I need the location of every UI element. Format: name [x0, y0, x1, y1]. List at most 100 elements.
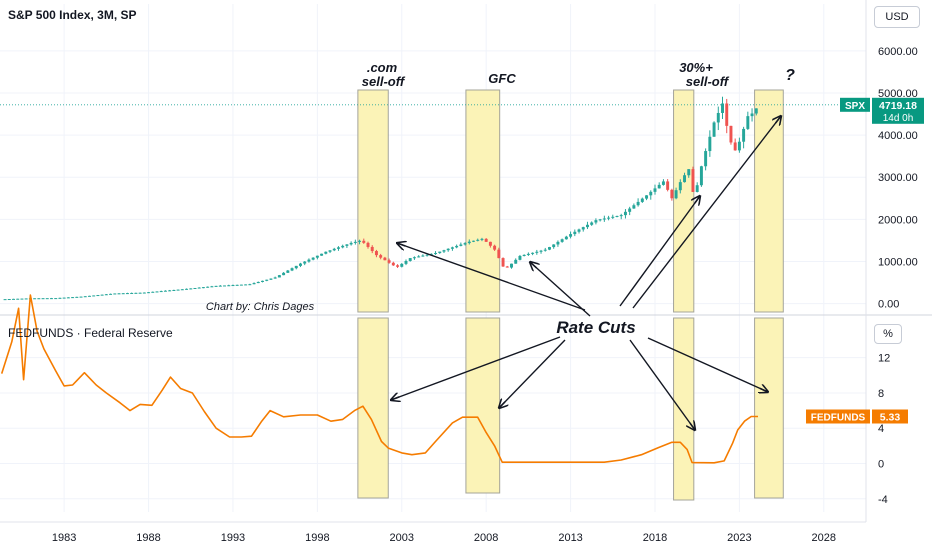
candle-body — [269, 278, 273, 280]
time-tick-label: 1998 — [305, 532, 329, 544]
candle-body — [210, 286, 214, 288]
candle-body — [328, 250, 332, 252]
candle-body — [548, 247, 551, 250]
annotation-arrow — [499, 339, 566, 408]
candle-body — [290, 268, 294, 271]
candle-body — [421, 255, 425, 257]
candle-body — [476, 239, 480, 241]
candle-body — [332, 248, 336, 251]
percent-scale-button[interactable]: % — [874, 324, 902, 344]
candle-body — [273, 277, 277, 279]
candle-body — [125, 293, 129, 295]
candle-body — [674, 190, 678, 199]
candle-body — [480, 238, 484, 240]
time-tick-label: 2018 — [643, 532, 667, 544]
candle-body — [442, 250, 446, 252]
price-tick-label: 1000.00 — [878, 256, 918, 268]
candle-body — [193, 287, 197, 289]
candle-body — [244, 284, 248, 286]
fedfunds-tick-label: 0 — [878, 459, 884, 471]
candle-body — [252, 283, 256, 285]
fedfunds-value: 5.33 — [880, 411, 901, 423]
candle-body — [341, 245, 345, 248]
candle-body — [96, 295, 100, 297]
annotation-covid-line1: 30%+ — [679, 60, 713, 75]
price-tick-label: 2000.00 — [878, 214, 918, 226]
candle-body — [345, 244, 349, 246]
candle-body — [87, 295, 91, 297]
annotation-arrow — [391, 336, 561, 400]
candle-body — [417, 256, 421, 258]
candle-body — [185, 288, 189, 290]
main-chart-title: S&P 500 Index, 3M, SP — [8, 8, 137, 22]
candle-body — [24, 298, 28, 300]
highlight-band-sub — [673, 317, 695, 501]
currency-button[interactable]: USD — [874, 6, 920, 28]
candle-body — [746, 116, 750, 129]
candle-body — [391, 262, 395, 266]
annotation-arrow — [397, 243, 586, 311]
candle-body — [725, 103, 729, 126]
candle-body — [602, 218, 606, 220]
candle-body — [79, 296, 83, 298]
time-tick-label: 2013 — [558, 532, 582, 544]
candle-body — [172, 289, 176, 291]
candle-body — [577, 229, 581, 232]
highlight-band-sub — [754, 317, 784, 499]
candle-body — [303, 261, 307, 264]
candle-body — [590, 222, 594, 225]
candle-body — [223, 285, 226, 287]
candle-body — [505, 266, 509, 268]
annotation-arrow — [632, 116, 781, 309]
candle-body — [716, 112, 720, 123]
candle-body — [282, 272, 286, 276]
candle-body — [488, 241, 492, 246]
candle-body — [632, 205, 636, 209]
candle-body — [104, 294, 108, 296]
price-tick-label: 3000.00 — [878, 172, 918, 184]
price-tick-label: 0.00 — [878, 299, 899, 311]
fedfunds-tick-label: 12 — [878, 353, 890, 365]
candle-body — [463, 243, 467, 245]
candle-body — [531, 252, 535, 254]
fedfunds-value-badge — [872, 409, 908, 424]
candle-body — [155, 291, 159, 293]
candle-body — [383, 257, 387, 261]
candle-body — [699, 166, 703, 186]
candle-body — [294, 265, 298, 269]
candle-body — [657, 184, 661, 189]
highlight-band-sub — [465, 317, 501, 494]
candle-body — [324, 251, 328, 254]
candle-body — [41, 298, 45, 300]
candle-body — [201, 287, 205, 289]
highlight-band-main — [357, 89, 389, 313]
candle-body — [396, 265, 400, 267]
candle-body — [358, 240, 362, 242]
candle-body — [113, 293, 117, 295]
candle-body — [374, 251, 378, 256]
candle-body — [197, 287, 201, 289]
fedfunds-series-name: FEDFUNDS — [811, 412, 866, 423]
candle-body — [535, 251, 539, 253]
time-tick-label: 2003 — [390, 532, 414, 544]
candle-body — [75, 296, 79, 298]
candle-body — [100, 294, 104, 296]
candle-body — [248, 284, 252, 286]
candle-body — [159, 291, 163, 293]
candle-body — [737, 141, 741, 151]
price-tick-label: 6000.00 — [878, 46, 918, 58]
candle-body — [666, 181, 670, 190]
candle-body — [434, 253, 438, 255]
candle-body — [7, 299, 11, 301]
candle-body — [71, 297, 75, 299]
candle-body — [518, 255, 522, 260]
highlight-band-sub — [357, 317, 389, 499]
candle-body — [522, 254, 526, 256]
candle-body — [214, 285, 218, 287]
candle-body — [653, 188, 657, 192]
candle-body — [585, 224, 589, 228]
candle-body — [256, 281, 260, 284]
candle-body — [239, 284, 243, 286]
